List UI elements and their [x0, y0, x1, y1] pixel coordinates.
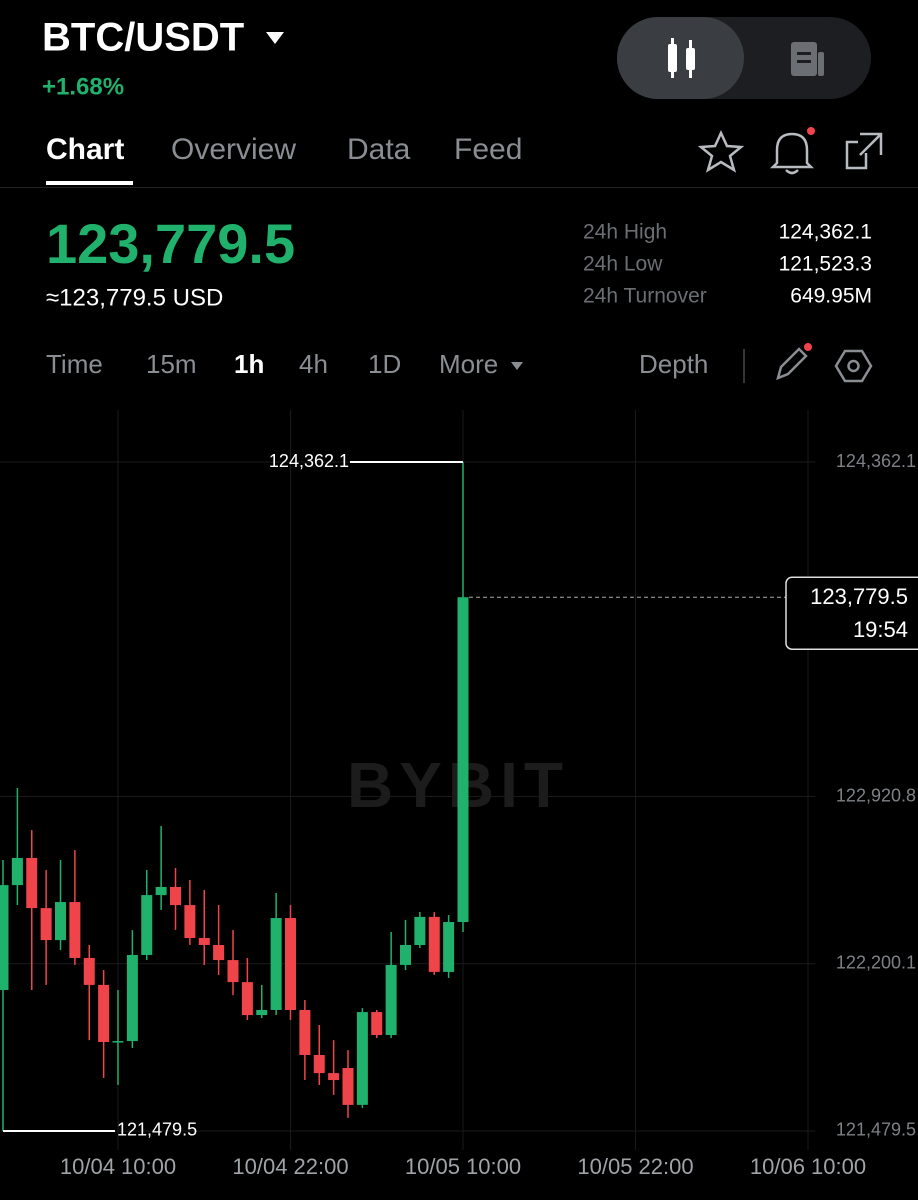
- tab-underline: [46, 181, 133, 185]
- interval-active[interactable]: 1h: [234, 349, 264, 379]
- divider: [0, 187, 918, 188]
- candle-body: [313, 1054, 325, 1074]
- candle-body: [270, 918, 282, 1010]
- x-tick-label: 10/05 10:00: [405, 1154, 521, 1179]
- stat-label: 24h High: [583, 221, 667, 244]
- candle-body: [342, 1067, 354, 1105]
- tab[interactable]: Feed: [454, 133, 522, 166]
- last-price-tag: [785, 576, 918, 650]
- candle-body: [457, 597, 469, 923]
- tab[interactable]: Data: [347, 133, 411, 166]
- candle-body: [55, 902, 66, 941]
- tab[interactable]: Overview: [171, 133, 296, 166]
- y-tick-label: 124,362.1: [836, 451, 916, 471]
- last-price: 123,779.5: [46, 212, 295, 275]
- y-tick-label: 121,479.5: [836, 1120, 916, 1140]
- candle-body: [69, 902, 81, 958]
- candle-body: [126, 954, 138, 1042]
- watermark: BYBIT: [347, 749, 569, 821]
- candle-body: [400, 944, 411, 965]
- candle-body: [83, 957, 95, 985]
- candle-body: [371, 1012, 383, 1036]
- alert-dot: [807, 127, 815, 135]
- candle-body: [155, 886, 167, 896]
- candle-body: [241, 982, 253, 1016]
- x-tick-label: 10/05 22:00: [577, 1154, 693, 1179]
- candle-body: [141, 895, 153, 955]
- alert-icon[interactable]: [769, 132, 815, 175]
- candle-body: [414, 916, 426, 945]
- share-icon[interactable]: [845, 132, 883, 170]
- candle-body: [112, 1041, 124, 1043]
- stat-value: 124,362.1: [779, 221, 872, 244]
- pair-dropdown[interactable]: [266, 32, 284, 44]
- interval[interactable]: 1D: [368, 349, 401, 379]
- candle-body: [443, 922, 455, 972]
- high-marker-label: 124,362.1: [269, 451, 349, 471]
- last-price-label: 123,779.5: [810, 584, 908, 609]
- x-tick-label: 10/06 10:00: [750, 1154, 866, 1179]
- candle-body: [428, 916, 440, 972]
- candle-body: [285, 918, 296, 1010]
- divider: [743, 349, 745, 383]
- candle-body: [227, 960, 239, 983]
- candle-body: [98, 984, 110, 1042]
- candle-body: [385, 964, 397, 1036]
- candle-body: [170, 886, 181, 906]
- candle-body: [40, 908, 52, 941]
- candle-body: [256, 1009, 268, 1016]
- usd-price: ≈123,779.5 USD: [46, 284, 223, 311]
- x-tick-label: 10/04 22:00: [232, 1154, 348, 1179]
- countdown: 19:54: [853, 617, 908, 642]
- candle-body: [26, 857, 38, 909]
- draw-icon[interactable]: [776, 347, 808, 381]
- interval[interactable]: Time: [46, 349, 103, 379]
- settings-icon-center[interactable]: [847, 359, 860, 373]
- candle-chart[interactable]: BYBIT 124,362.1 122,920.8 122,200.1 121,479.…: [0, 410, 918, 1179]
- stat-value: 121,523.3: [779, 253, 872, 276]
- stat-label: 24h Turnover: [583, 285, 707, 308]
- candle-body: [184, 905, 196, 939]
- interval[interactable]: 15m: [146, 349, 197, 379]
- pair-title[interactable]: BTC/USDT: [42, 16, 244, 60]
- interval[interactable]: More: [439, 349, 498, 379]
- candle-body: [356, 1012, 368, 1105]
- stat-label: 24h Low: [583, 253, 663, 276]
- interval[interactable]: 4h: [299, 349, 328, 379]
- candle-body: [198, 938, 210, 945]
- candle-body: [213, 944, 225, 961]
- candle-icon[interactable]: [668, 38, 695, 78]
- news-icon[interactable]: [791, 42, 824, 76]
- x-tick-label: 10/04 10:00: [60, 1154, 176, 1179]
- change: +1.68%: [42, 73, 124, 100]
- candle-body: [328, 1073, 340, 1081]
- y-tick-label: 122,200.1: [836, 953, 916, 973]
- toggle-active[interactable]: [617, 17, 744, 99]
- more-caret[interactable]: [511, 362, 523, 370]
- y-tick-label: 122,920.8: [836, 785, 916, 805]
- candle-body: [0, 885, 9, 991]
- candle-body: [299, 1009, 311, 1055]
- settings-icon[interactable]: [834, 349, 873, 383]
- depth[interactable]: Depth: [639, 349, 708, 379]
- low-marker-label: 121,479.5: [117, 1120, 197, 1140]
- tab[interactable]: Chart: [46, 133, 124, 166]
- stat-value: 649.95M: [790, 285, 872, 308]
- draw-dot: [804, 343, 812, 351]
- candle-body: [11, 857, 23, 886]
- favorite-icon[interactable]: [697, 130, 745, 173]
